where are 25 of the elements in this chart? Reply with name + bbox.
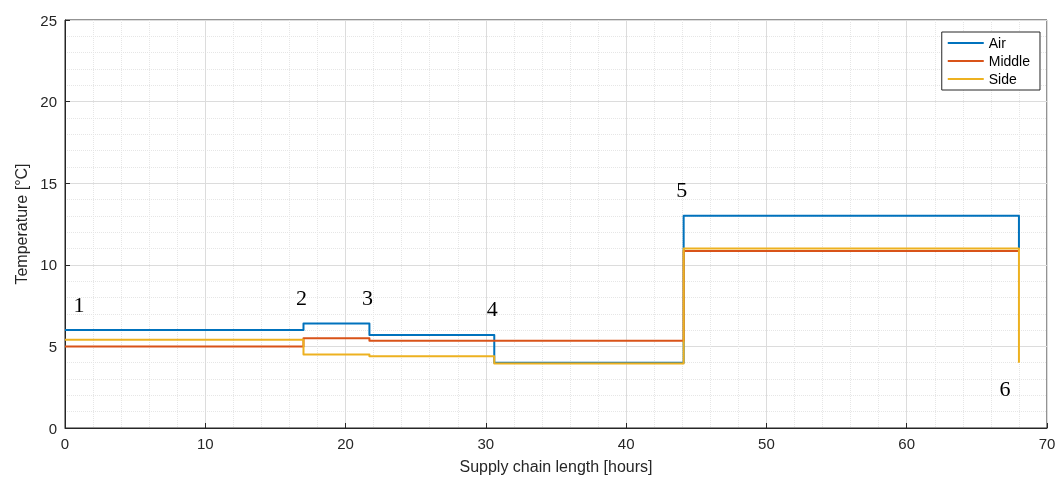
y-tick-label: 0: [48, 419, 57, 437]
y-tick-label: 10: [40, 256, 57, 274]
annotation: 2: [295, 285, 307, 311]
x-tick-label: 70: [1038, 435, 1056, 452]
x-tick-label: 60: [898, 435, 916, 452]
x-tick-label: 40: [617, 435, 635, 452]
x-tick-label: 0: [60, 435, 70, 452]
y-tick-label: 20: [40, 93, 57, 111]
x-tick-label: 20: [337, 435, 354, 452]
annotation: 4: [486, 296, 498, 322]
y-axis-title: Temperature [°C]: [12, 163, 30, 285]
x-tick-label: 10: [196, 435, 214, 452]
y-tick-label: 15: [40, 174, 57, 192]
legend-label: Middle: [988, 53, 1031, 69]
annotation: 6: [999, 376, 1011, 402]
legend-label: Side: [988, 71, 1017, 87]
x-axis-title: Supply chain length [hours]: [459, 457, 653, 475]
annotation: 5: [676, 177, 688, 203]
x-tick-label: 50: [758, 435, 775, 452]
annotation: 1: [73, 291, 85, 317]
y-tick-label: 25: [40, 11, 57, 29]
annotation: 3: [361, 285, 373, 311]
x-tick-label: 30: [477, 435, 495, 452]
y-tick-label: 5: [48, 337, 57, 355]
legend-label: Air: [988, 35, 1007, 51]
